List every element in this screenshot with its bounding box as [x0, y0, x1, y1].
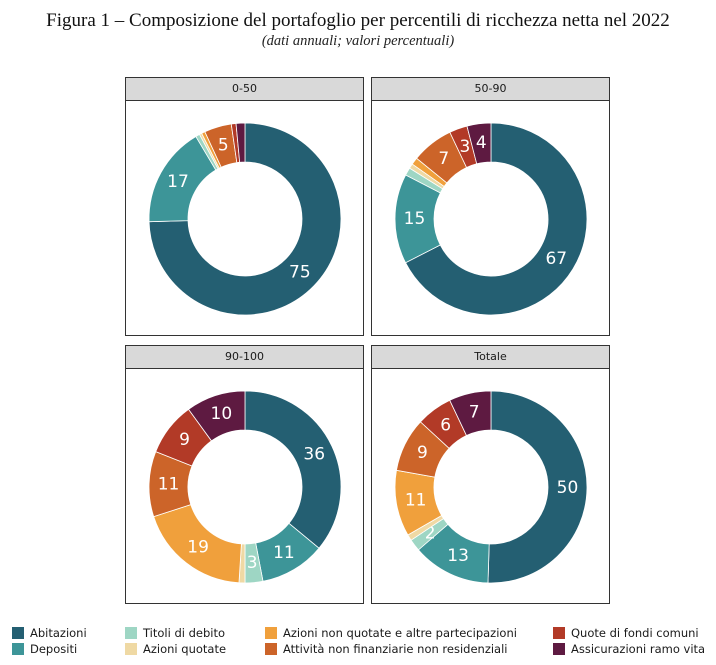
panel-plot-90-100: 36 11 3 19 11 9 10 — [125, 368, 364, 604]
legend-label: Attività non finanziarie non residenzial… — [283, 642, 508, 656]
data-label-abitazioni: 36 — [303, 444, 325, 464]
legend-label: Azioni quotate — [143, 642, 227, 656]
data-label-depositi: 17 — [167, 172, 189, 192]
data-label-abitazioni: 67 — [545, 249, 567, 269]
legend-label: Quote di fondi comuni — [571, 626, 699, 640]
panel-plot-0-50: 75 17 5 — [125, 100, 364, 336]
data-label-azioni-non-quotate-e-altre-partecipazioni: 19 — [187, 537, 209, 557]
data-label-assicurazioni-ramo-vita: 7 — [469, 402, 480, 422]
legend-swatch — [265, 627, 277, 639]
legend-item-quote-fondi-comuni: Quote di fondi comuni — [553, 626, 699, 641]
chart-title: Figura 1 – Composizione del portafoglio … — [46, 10, 670, 31]
donut-chart-0-50: 75 17 5 — [148, 122, 342, 316]
data-label-assicurazioni-ramo-vita: 4 — [476, 133, 487, 153]
donut-slice-abitazioni — [487, 390, 588, 584]
donut-chart-totale: 50 13 2 11 967 — [394, 390, 588, 584]
legend-item-azioni-non-quotate: Azioni non quotate e altre partecipazion… — [265, 626, 517, 641]
legend-swatch — [553, 627, 565, 639]
data-label-attivita-non-finanziarie-non-residenziali: 7 — [438, 149, 449, 169]
data-label-assicurazioni-ramo-vita: 10 — [211, 404, 233, 424]
legend-swatch — [12, 627, 24, 639]
legend-label: Abitazioni — [30, 626, 87, 640]
donut-chart-90-100: 36 11 3 19 11 9 10 — [148, 390, 342, 584]
panel-plot-totale: 50 13 2 11 9 6 7 — [371, 368, 610, 604]
donut-slice-assicurazioni-ramo-vita — [188, 390, 246, 442]
data-label-attivita-non-finanziarie-non-residenziali: 11 — [158, 475, 180, 495]
panel-strip-50-90: 50-90 — [371, 77, 610, 101]
legend-swatch — [125, 627, 137, 639]
data-label-quote-di-fondi-comuni: 9 — [179, 430, 190, 450]
legend-item-titoli-di-debito: Titoli di debito — [125, 626, 225, 641]
panel-plot-50-90: 67 15 7 3 4 — [371, 100, 610, 336]
donut-slice-abitazioni — [148, 122, 342, 316]
data-label-depositi: 11 — [273, 543, 295, 563]
data-label-abitazioni: 75 — [289, 262, 311, 282]
legend-item-attivita-non-finanziarie: Attività non finanziarie non residenzial… — [265, 642, 508, 657]
legend-label: Titoli di debito — [143, 626, 226, 640]
legend-item-azioni-quotate: Azioni quotate — [125, 642, 226, 657]
legend-item-abitazioni: Abitazioni — [12, 626, 87, 641]
chart-subtitle: (dati annuali; valori percentuali) — [261, 33, 455, 49]
legend-item-depositi: Depositi — [12, 642, 77, 657]
legend: Abitazioni Depositi Titoli di debito Azi… — [0, 626, 716, 660]
data-label-abitazioni: 50 — [557, 478, 579, 498]
data-label-titoli-di-debito: 3 — [247, 553, 258, 573]
donut-slice-assicurazioni-ramo-vita — [466, 122, 492, 165]
data-label-depositi: 13 — [447, 546, 469, 566]
panel-strip-0-50: 0-50 — [125, 77, 364, 101]
donut-slice-assicurazioni-ramo-vita — [235, 122, 246, 163]
legend-swatch — [265, 643, 277, 655]
legend-label: Depositi — [30, 642, 78, 656]
legend-swatch — [12, 643, 24, 655]
donut-chart-50-90: 67 15 73 4 — [394, 122, 588, 316]
panel-totale: Totale 50 13 2 11 9 6 7 — [371, 345, 610, 604]
panel-strip-totale: Totale — [371, 345, 610, 369]
legend-label: Azioni non quotate e altre partecipazion… — [283, 626, 517, 640]
data-label-quote-di-fondi-comuni: 6 — [440, 415, 451, 435]
donut-slice-abitazioni — [405, 122, 588, 316]
data-label-titoli-di-debito: 2 — [425, 523, 436, 543]
data-label-attivita-non-finanziarie-non-residenziali: 5 — [218, 136, 229, 156]
panel-90-100: 90-100 36 11 3 19 11 9 10 — [125, 345, 364, 604]
legend-swatch — [553, 643, 565, 655]
panel-strip-90-100: 90-100 — [125, 345, 364, 369]
data-label-azioni-non-quotate-e-altre-partecipazioni: 11 — [405, 490, 427, 510]
donut-slice-assicurazioni-ramo-vita — [449, 390, 492, 437]
donut-slice-abitazioni — [244, 390, 342, 549]
data-label-depositi: 15 — [404, 209, 426, 229]
legend-swatch — [125, 643, 137, 655]
data-label-quote-di-fondi-comuni: 3 — [459, 137, 470, 157]
panel-50-90: 50-90 67 15 7 3 4 — [371, 77, 610, 336]
data-label-attivita-non-finanziarie-non-residenziali: 9 — [417, 443, 428, 463]
panel-0-50: 0-50 75 17 5 — [125, 77, 364, 336]
legend-item-assicurazioni-ramo-vita: Assicurazioni ramo vita — [553, 642, 705, 657]
legend-label: Assicurazioni ramo vita — [571, 642, 706, 656]
